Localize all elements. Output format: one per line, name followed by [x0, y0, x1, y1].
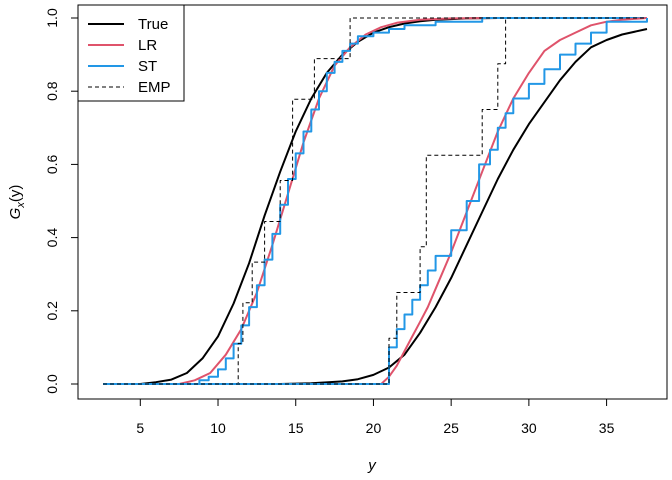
x-tick-label: 10 — [210, 420, 226, 436]
y-axis-label: Gx(y) — [7, 185, 27, 220]
y-tick-label: 0.8 — [44, 81, 60, 101]
x-tick-label: 35 — [599, 420, 615, 436]
x-axis-label: y — [367, 457, 377, 474]
legend-label-st: ST — [138, 58, 157, 75]
y-tick-label: 0.6 — [44, 154, 60, 174]
legend-label-emp: EMP — [138, 79, 171, 96]
y-tick-label: 0.4 — [44, 228, 60, 248]
series-layer — [103, 17, 648, 385]
series-lr-right — [103, 17, 648, 385]
legend-box — [77, 4, 185, 102]
y-tick-label: 0.0 — [44, 374, 60, 394]
x-tick-label: 5 — [136, 420, 144, 436]
legend-label-true: True — [138, 16, 168, 33]
series-emp-left — [103, 17, 647, 385]
series-st-left — [103, 17, 647, 385]
x-tick-label: 30 — [521, 420, 537, 436]
series-st-right — [103, 18, 648, 385]
x-tick-label: 20 — [366, 420, 382, 436]
legend-label-lr: LR — [138, 37, 157, 54]
series-true-right — [103, 28, 648, 385]
y-tick-label: 0.2 — [44, 301, 60, 321]
x-tick-label: 25 — [443, 420, 459, 436]
y-tick-label: 1.0 — [44, 8, 60, 28]
legend: True LR ST EMP — [77, 4, 185, 102]
axes-layer: 5 10 15 20 25 30 35 0.0 0.2 0.4 0.6 0.8 1.0 — [44, 8, 615, 436]
x-tick-label: 15 — [288, 420, 304, 436]
legend-items: True LR ST EMP — [88, 16, 171, 96]
